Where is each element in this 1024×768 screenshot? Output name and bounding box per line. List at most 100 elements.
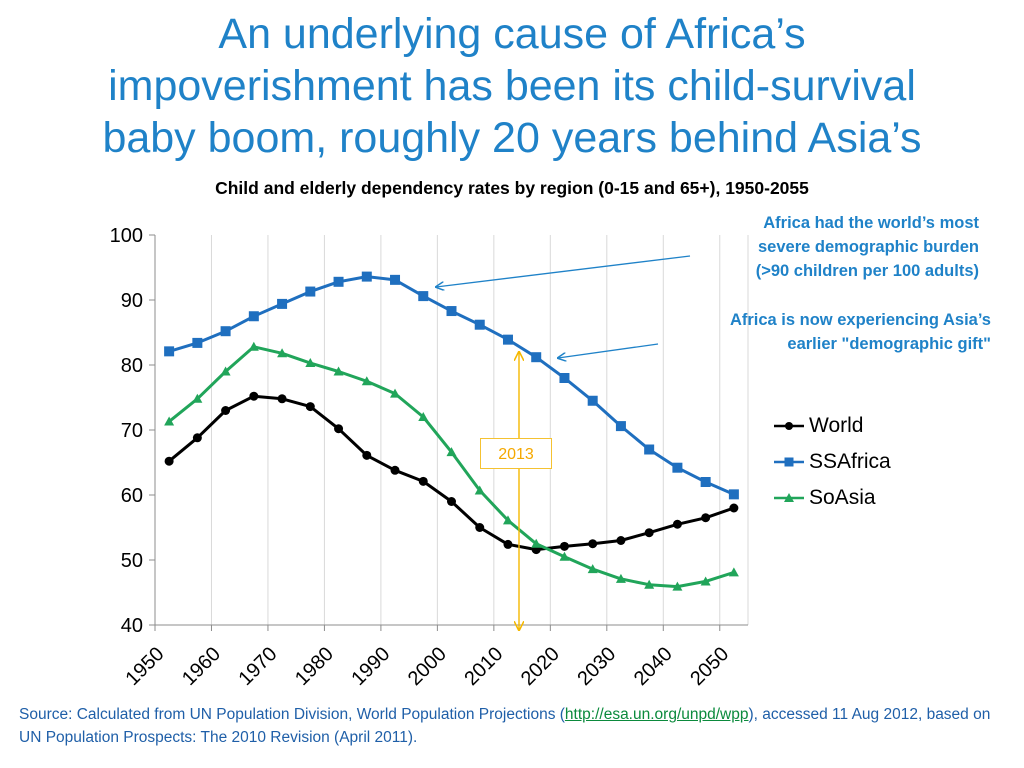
x-tick-label: 2030 (573, 643, 620, 690)
chart-title: Child and elderly dependency rates by re… (215, 178, 809, 198)
legend-swatch-world (774, 422, 804, 430)
data-point-soasia (672, 581, 683, 591)
data-point-soasia (164, 416, 175, 426)
data-point-soasia (277, 348, 288, 358)
data-point-ssafrica (248, 311, 259, 322)
data-point-soasia (615, 573, 626, 583)
source-link[interactable]: http://esa.un.org/unpd/wpp (564, 706, 749, 723)
data-point-world (475, 523, 485, 532)
data-point-ssafrica (305, 286, 316, 297)
data-point-soasia (220, 366, 231, 376)
data-point-soasia (502, 515, 513, 525)
gift-arrow (558, 343, 659, 358)
y-tick-label: 80 (121, 355, 143, 377)
data-point-ssafrica (559, 373, 570, 383)
data-point-soasia (531, 538, 542, 548)
x-tick-label: 2020 (517, 643, 564, 690)
data-point-soasia (559, 551, 570, 561)
series-line-soasia (168, 345, 735, 589)
data-point-world (164, 456, 174, 466)
data-point-soasia (700, 576, 711, 586)
data-point-soasia (728, 567, 739, 577)
legend-swatch-ssafrica (774, 457, 804, 467)
data-point-ssafrica (700, 477, 711, 487)
data-point-world (729, 503, 739, 513)
data-point-world (447, 497, 456, 506)
data-point-ssafrica (220, 326, 231, 337)
data-point-world (701, 513, 711, 523)
data-point-world (644, 528, 654, 538)
x-tick-label: 1980 (291, 643, 338, 690)
x-tick-label: 2000 (404, 643, 451, 690)
data-point-world (616, 536, 626, 545)
annotation-line: severe demographic burden (758, 238, 979, 256)
data-point-ssafrica (418, 291, 429, 302)
legend-label: World (809, 414, 864, 437)
data-point-world (277, 394, 287, 404)
data-point-ssafrica (361, 271, 372, 282)
annotation-line: (>90 children per 100 adults) (755, 262, 979, 280)
chart-legend: World SSAfrica SoAsia (772, 408, 891, 516)
data-point-world (672, 519, 682, 529)
y-tick-label: 100 (110, 225, 143, 247)
y-tick-label: 50 (121, 550, 143, 572)
legend-item-ssafrica: SSAfrica (772, 444, 891, 480)
data-point-world (390, 465, 400, 475)
data-point-ssafrica (164, 346, 175, 357)
data-point-ssafrica (277, 298, 288, 309)
data-point-ssafrica (333, 276, 344, 287)
data-point-world (221, 406, 231, 415)
y-tick-label: 60 (121, 485, 143, 507)
x-tick-label: 1960 (178, 643, 225, 690)
data-point-world (559, 541, 569, 551)
title-line: An underlying cause of Africa’s (218, 10, 806, 58)
data-point-soasia (418, 412, 429, 421)
annotation-line: Africa is now experiencing Asia’s (729, 311, 991, 329)
x-tick-label: 1950 (122, 643, 169, 690)
data-point-soasia (390, 388, 401, 398)
data-point-world (249, 391, 259, 401)
burden-annotation: Africa had the world’s most severe demog… (756, 211, 979, 283)
x-tick-label: 1970 (234, 643, 281, 690)
year-marker-label: 2013 (480, 438, 552, 469)
legend-label: SoAsia (809, 486, 876, 509)
source-footnote: Source: Calculated from UN Population Di… (19, 703, 1009, 749)
data-point-world (192, 433, 202, 443)
data-point-soasia (248, 341, 259, 351)
data-point-world (418, 476, 428, 486)
data-point-ssafrica (672, 462, 683, 473)
data-point-ssafrica (446, 306, 457, 317)
legend-item-soasia: SoAsia (772, 480, 891, 516)
data-point-ssafrica (502, 334, 513, 345)
data-point-world (588, 539, 598, 549)
x-tick-label: 2050 (686, 643, 733, 690)
legend-item-world: World (772, 408, 891, 444)
gift-annotation: Africa is now experiencing Asia’s earlie… (730, 308, 991, 356)
data-point-ssafrica (728, 489, 739, 500)
data-point-soasia (587, 564, 598, 574)
title-line: baby boom, roughly 20 years behind Asia’… (102, 114, 922, 162)
legend-label: SSAfrica (809, 450, 891, 473)
data-point-world (362, 450, 372, 460)
data-point-soasia (305, 358, 316, 368)
data-point-soasia (192, 393, 203, 403)
annotation-line: earlier "demographic gift" (787, 335, 991, 353)
title-line: impoverishment has been its child-surviv… (108, 62, 916, 110)
data-point-soasia (333, 366, 344, 376)
y-tick-label: 40 (121, 615, 143, 637)
data-point-world (334, 424, 344, 434)
annotation-line: Africa had the world’s most (763, 214, 979, 232)
footnote-suffix: ), accessed 11 Aug 2012, based on UN Pop… (19, 706, 991, 746)
data-point-ssafrica (644, 444, 655, 455)
legend-swatch-soasia (774, 493, 804, 502)
data-point-world (503, 539, 513, 549)
y-tick-label: 90 (121, 290, 143, 312)
data-point-ssafrica (192, 337, 203, 348)
data-point-ssafrica (587, 395, 598, 406)
x-tick-label: 2040 (630, 643, 677, 690)
data-point-soasia (644, 579, 655, 589)
slide-title: An underlying cause of Africa’s impoveri… (0, 8, 1024, 164)
x-tick-label: 1990 (347, 643, 394, 690)
data-point-soasia (474, 485, 485, 495)
